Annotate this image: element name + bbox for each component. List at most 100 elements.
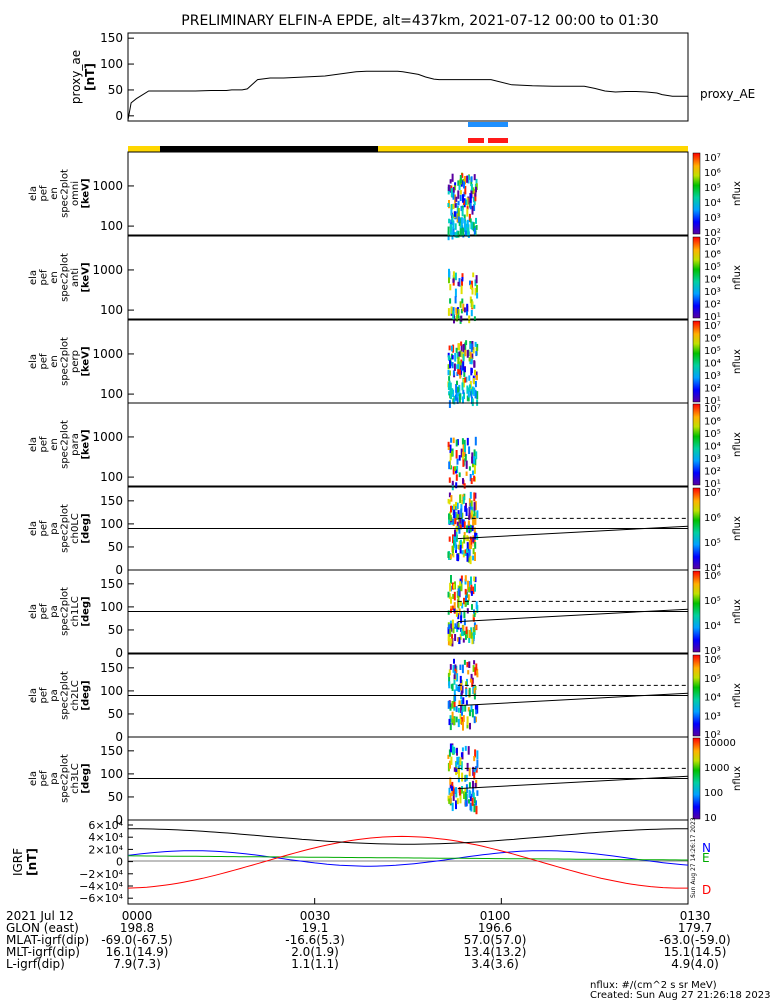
- spectrogram-pixel: [449, 743, 452, 753]
- spectrogram-pixel: [450, 219, 453, 225]
- panel-ylabel-line: [keV]: [81, 262, 92, 292]
- spectrogram-pixel: [447, 627, 450, 634]
- spectrogram-pixel: [473, 632, 475, 639]
- time-table-cell: 0130: [680, 909, 711, 923]
- spectrogram-pixel: [474, 625, 477, 630]
- spectrogram-pixel: [461, 279, 463, 287]
- spectrogram-pixel: [463, 307, 466, 313]
- spectrogram-pixel: [464, 185, 467, 195]
- colorbar-tick-label: 10²: [704, 228, 721, 239]
- y-tick-label: 100: [100, 303, 123, 317]
- panel-ylabel-line: spec2plot: [60, 169, 71, 218]
- spectrogram-pixel: [457, 361, 460, 370]
- panel-ylabel-line: [deg]: [81, 513, 92, 543]
- spectrogram-pixel: [454, 511, 457, 518]
- spectrogram-pixel: [462, 458, 465, 467]
- spectrogram-pixel: [462, 638, 465, 643]
- spectrogram-pixel: [467, 394, 470, 402]
- time-table-row-label: L-igrf(dip): [6, 957, 65, 971]
- spectrogram-pixel: [459, 664, 462, 671]
- spectrogram-pixel: [472, 614, 475, 621]
- time-table-cell: -63.0(-59.0): [659, 933, 730, 947]
- spectrogram-pixel: [476, 284, 478, 293]
- spectrogram-pixel: [475, 186, 477, 193]
- colorbar-tick-label: 10³: [704, 371, 721, 382]
- y-tick-label: 100: [100, 767, 123, 781]
- spectrogram-pixel: [448, 218, 451, 224]
- spectrogram-pixel: [456, 521, 459, 527]
- spectrogram-pixel: [454, 529, 456, 537]
- spectrogram-pixel: [473, 456, 476, 464]
- spectrogram-pixel: [473, 465, 476, 474]
- spectrogram-pixel: [468, 549, 471, 558]
- spectrogram-pixel: [447, 634, 450, 641]
- spectrogram-pixel: [464, 705, 467, 712]
- spectrogram-pixel: [472, 222, 475, 232]
- spectrogram-pixel: [465, 784, 468, 794]
- spectrogram-pixel: [452, 191, 455, 200]
- spectrogram-pixel: [473, 576, 476, 582]
- spectrogram-pixel: [470, 673, 473, 681]
- spectrogram-pixel: [447, 355, 450, 360]
- spectrogram-pixel: [464, 791, 467, 801]
- spectrogram-pixel: [452, 786, 455, 794]
- colorbar-tick-label: 1000: [704, 763, 729, 774]
- time-table-cell: 198.8: [120, 921, 154, 935]
- spectrogram-pixel: [469, 284, 472, 290]
- time-axis-ticks: [127, 898, 689, 904]
- time-table-cell: 15.1(14.5): [664, 945, 727, 959]
- spectrogram-pixel: [452, 594, 455, 599]
- spectrogram-pixel: [451, 634, 453, 639]
- spectrogram-pixel: [470, 310, 473, 317]
- panel-ylabel-line: spec2plot: [60, 754, 71, 803]
- spectrogram-pixel: [449, 582, 452, 592]
- spectrogram-pixel: [462, 361, 465, 371]
- spectrogram-pixel: [450, 207, 453, 216]
- spectrogram-pixel: [447, 551, 450, 558]
- igrf-e-line: [127, 855, 688, 861]
- time-table-row-label: GLON (east): [6, 921, 79, 935]
- spectrogram-pixel: [448, 461, 451, 470]
- spectrogram-pixel: [468, 782, 471, 788]
- spectrogram-pixel: [469, 218, 472, 223]
- spectrogram-pixel: [471, 452, 474, 459]
- spectrogram-pixel: [473, 769, 476, 775]
- spectrogram-pixel: [473, 693, 476, 700]
- panel-frame: [127, 319, 689, 404]
- spectrogram-pixel: [451, 230, 454, 240]
- spectrogram-pixel: [471, 287, 474, 295]
- spectrogram-pixel: [467, 707, 470, 712]
- time-table-row-label: 2021 Jul 12: [6, 909, 74, 923]
- spectrogram-pixel: [470, 358, 473, 365]
- spectrogram-pixel: [466, 197, 469, 207]
- spectrogram-pixel: [470, 176, 473, 182]
- colorbar: [692, 737, 701, 820]
- panel-ylabel-line: ela: [28, 604, 39, 619]
- spectrogram-pixel: [468, 387, 470, 393]
- y-tick-label: 50: [108, 707, 123, 721]
- colorbar-tick-label: 10⁶: [704, 168, 721, 179]
- spectrogram-pixel: [474, 685, 477, 690]
- spectrogram-pixel: [453, 211, 456, 217]
- spectrogram-pixel: [455, 439, 458, 447]
- spectrogram-pixel: [472, 685, 475, 695]
- spectrogram-pixel: [450, 188, 453, 197]
- spectrogram-pixel: [471, 398, 474, 407]
- spectrogram-pixel: [476, 343, 479, 351]
- spectrogram-pixel: [468, 799, 470, 804]
- spectrogram-pixel: [469, 802, 472, 811]
- spectrogram-pixel: [451, 745, 454, 754]
- spectrogram-pixel: [464, 342, 467, 351]
- spectrogram-pixel: [476, 391, 479, 400]
- spectrogram-pixel: [469, 555, 472, 565]
- y-tick-label: 150: [100, 494, 123, 508]
- spectrogram-pixel: [469, 351, 472, 360]
- spectrogram-pixel: [463, 610, 466, 619]
- proxy-ae-frame: [127, 32, 689, 122]
- spectrogram-pixel: [457, 208, 460, 217]
- spectrogram-pixel: [453, 658, 455, 664]
- spectrogram-pixel: [470, 478, 473, 485]
- spectrogram-pixel: [470, 627, 473, 636]
- spectrogram-pixel: [459, 361, 462, 370]
